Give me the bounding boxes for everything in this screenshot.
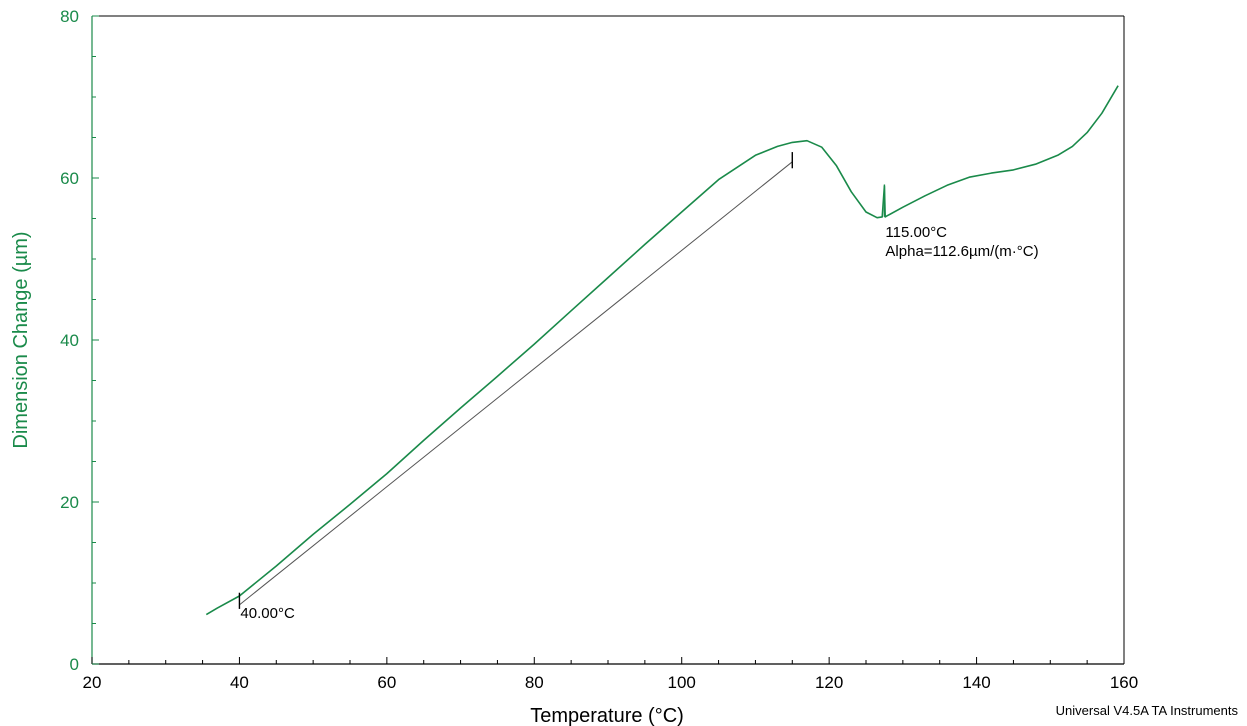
y-tick-label: 60: [60, 169, 79, 188]
y-tick-label: 0: [70, 655, 79, 674]
x-axis-title: Temperature (°C): [530, 705, 684, 726]
axis-ticks: [91, 15, 1125, 665]
x-tick-label: 20: [83, 673, 102, 692]
plot-frame: [91, 15, 1125, 665]
y-tick-label: 80: [60, 7, 79, 26]
marker-group: [238, 152, 886, 609]
annotation-label: 40.00°C: [240, 605, 295, 622]
x-tick-label: 60: [377, 673, 396, 692]
x-tick-label: 160: [1110, 673, 1138, 692]
series-line-0: [205, 85, 1119, 616]
x-tick-label: 80: [525, 673, 544, 692]
annotation-label: 115.00°C: [885, 224, 947, 241]
footer-text: Universal V4.5A TA Instruments: [1056, 703, 1239, 718]
y-axis-title: Dimension Change (µm): [10, 231, 32, 448]
y-tick-label: 20: [60, 493, 79, 512]
x-tick-label: 120: [815, 673, 843, 692]
y-tick-label: 40: [60, 331, 79, 350]
x-tick-label: 140: [962, 673, 990, 692]
annotation-label: Alpha=112.6µm/(m·°C): [885, 243, 1038, 260]
fit-line: [239, 161, 793, 606]
annotation-group: 40.00°C 115.00°C Alpha=112.6µm/(m·°C): [240, 224, 1038, 622]
x-tick-label: 40: [230, 673, 249, 692]
fit-line-group: [239, 161, 793, 606]
series-group: [205, 85, 1119, 616]
x-tick-label: 100: [668, 673, 696, 692]
